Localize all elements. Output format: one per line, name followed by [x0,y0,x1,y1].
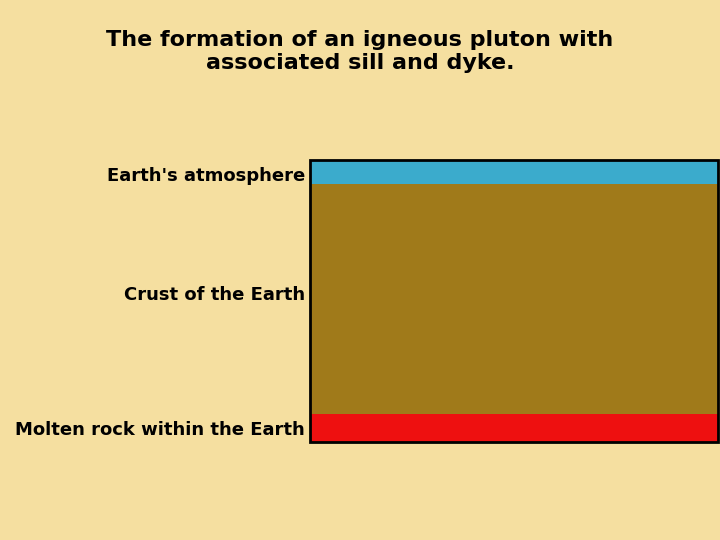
Bar [310,160,718,184]
Bar [310,184,718,414]
Text: Molten rock within the Earth: Molten rock within the Earth [15,421,305,439]
Text: Earth's atmosphere: Earth's atmosphere [107,167,305,185]
Text: The formation of an igneous pluton with
associated sill and dyke.: The formation of an igneous pluton with … [107,30,613,73]
Text: Crust of the Earth: Crust of the Earth [124,286,305,304]
Bar [310,160,718,442]
Bar [310,414,718,442]
